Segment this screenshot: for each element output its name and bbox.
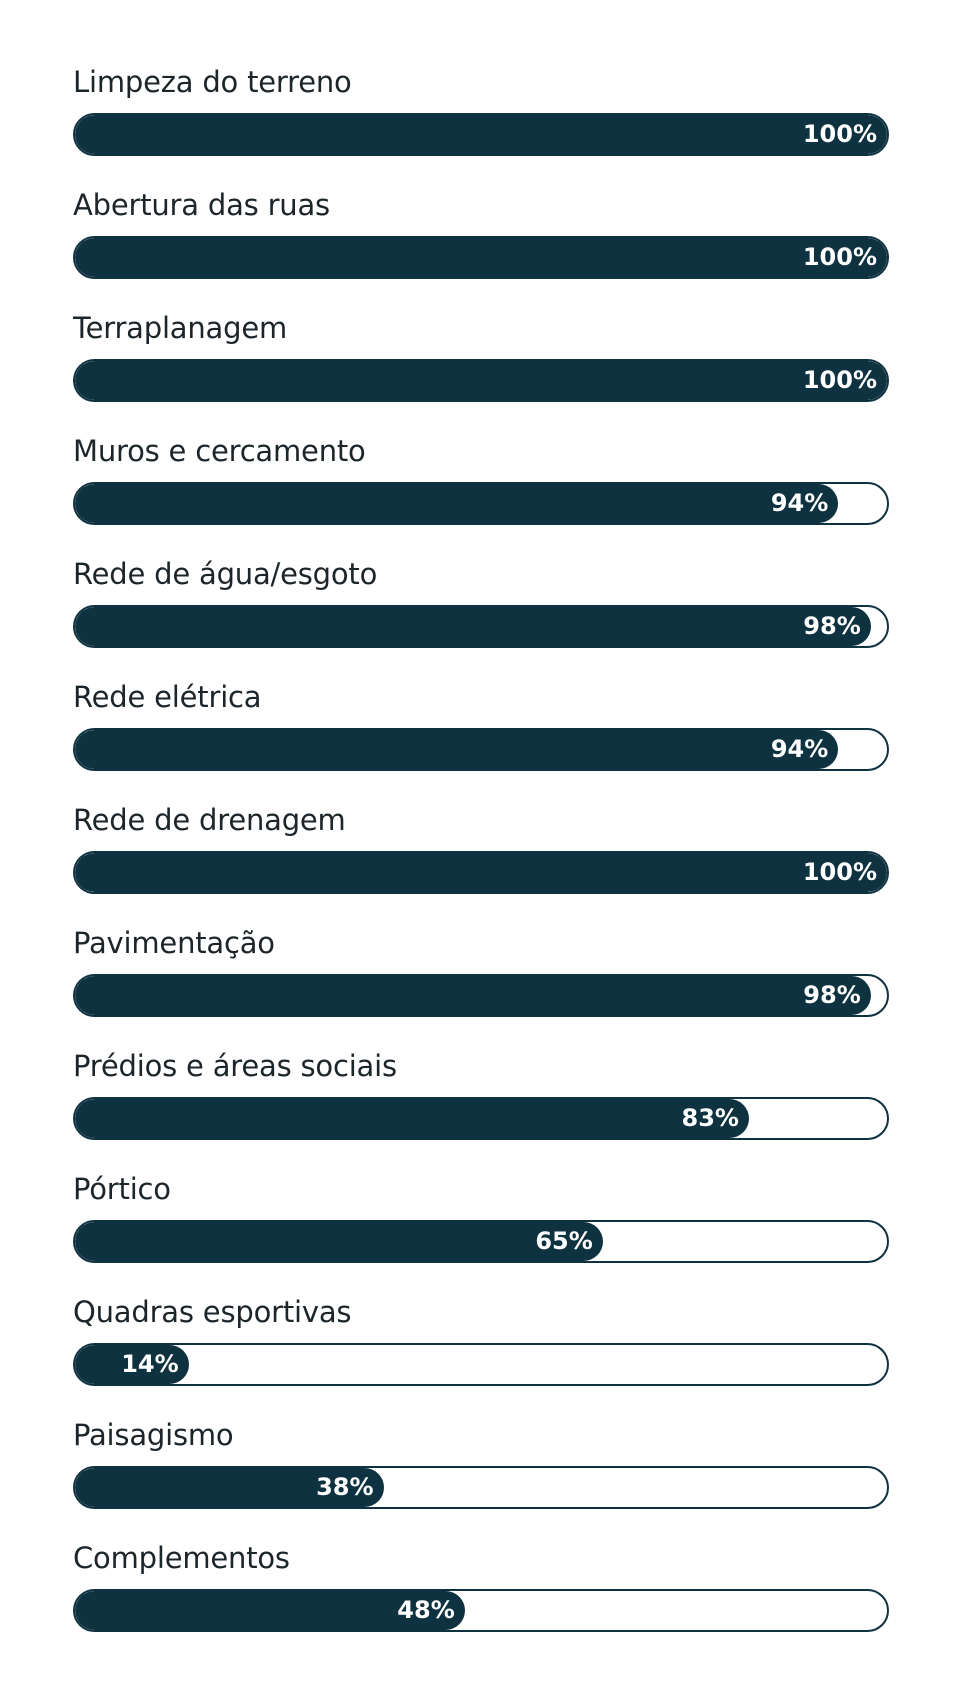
progress-value: 100% — [802, 243, 877, 271]
progress-item-complementos: Complementos 48% — [73, 1538, 889, 1661]
progress-fill: 94% — [75, 730, 839, 769]
progress-list: Limpeza do terreno 100% Abertura das rua… — [73, 62, 889, 1661]
progress-fill: 98% — [75, 976, 871, 1015]
progress-fill: 38% — [75, 1468, 384, 1507]
progress-label: Muros e cercamento — [73, 434, 366, 468]
progress-label: Quadras esportivas — [73, 1295, 352, 1329]
progress-value: 98% — [803, 981, 861, 1009]
progress-fill: 14% — [75, 1345, 189, 1384]
progress-track: 94% — [73, 482, 889, 525]
progress-fill: 100% — [75, 361, 887, 400]
progress-value: 14% — [121, 1350, 179, 1378]
progress-value: 100% — [802, 366, 877, 394]
progress-value: 100% — [802, 120, 877, 148]
progress-item-abertura: Abertura das ruas 100% — [73, 185, 889, 308]
progress-track: 100% — [73, 236, 889, 279]
progress-item-terraplanagem: Terraplanagem 100% — [73, 308, 889, 431]
progress-item-muros: Muros e cercamento 94% — [73, 431, 889, 554]
progress-item-quadras: Quadras esportivas 14% — [73, 1292, 889, 1415]
progress-fill: 65% — [75, 1222, 603, 1261]
progress-label: Rede de água/esgoto — [73, 557, 378, 591]
progress-value: 98% — [803, 612, 861, 640]
progress-track: 100% — [73, 851, 889, 894]
progress-label: Pavimentação — [73, 926, 275, 960]
progress-value: 100% — [802, 858, 877, 886]
progress-value: 94% — [770, 735, 829, 763]
progress-label: Complementos — [73, 1541, 290, 1575]
progress-label: Rede elétrica — [73, 680, 262, 714]
progress-item-portico: Pórtico 65% — [73, 1169, 889, 1292]
progress-track: 48% — [73, 1589, 889, 1632]
progress-label: Limpeza do terreno — [73, 65, 352, 99]
progress-item-rede-eletrica: Rede elétrica 94% — [73, 677, 889, 800]
progress-value: 83% — [681, 1104, 739, 1132]
progress-track: 83% — [73, 1097, 889, 1140]
progress-label: Terraplanagem — [73, 311, 288, 345]
progress-label: Paisagismo — [73, 1418, 234, 1452]
progress-label: Rede de drenagem — [73, 803, 346, 837]
progress-track: 98% — [73, 605, 889, 648]
progress-item-paisagismo: Paisagismo 38% — [73, 1415, 889, 1538]
progress-track: 100% — [73, 113, 889, 156]
progress-item-rede-agua: Rede de água/esgoto 98% — [73, 554, 889, 677]
progress-item-rede-drenagem: Rede de drenagem 100% — [73, 800, 889, 923]
progress-fill: 48% — [75, 1591, 465, 1630]
progress-track: 14% — [73, 1343, 889, 1386]
progress-fill: 100% — [75, 238, 887, 277]
progress-track: 65% — [73, 1220, 889, 1263]
progress-fill: 98% — [75, 607, 871, 646]
progress-label: Prédios e áreas sociais — [73, 1049, 397, 1083]
progress-fill: 94% — [75, 484, 839, 523]
progress-value: 65% — [535, 1227, 593, 1255]
progress-value: 48% — [397, 1596, 455, 1624]
progress-fill: 100% — [75, 115, 887, 154]
progress-item-predios: Prédios e áreas sociais 83% — [73, 1046, 889, 1169]
progress-track: 38% — [73, 1466, 889, 1509]
progress-track: 94% — [73, 728, 889, 771]
progress-label: Abertura das ruas — [73, 188, 330, 222]
progress-fill: 100% — [75, 853, 887, 892]
progress-item-limpeza: Limpeza do terreno 100% — [73, 62, 889, 185]
progress-item-pavimentacao: Pavimentação 98% — [73, 923, 889, 1046]
progress-value: 38% — [316, 1473, 374, 1501]
progress-track: 98% — [73, 974, 889, 1017]
progress-track: 100% — [73, 359, 889, 402]
progress-label: Pórtico — [73, 1172, 171, 1206]
progress-value: 94% — [770, 489, 829, 517]
progress-fill: 83% — [75, 1099, 749, 1138]
